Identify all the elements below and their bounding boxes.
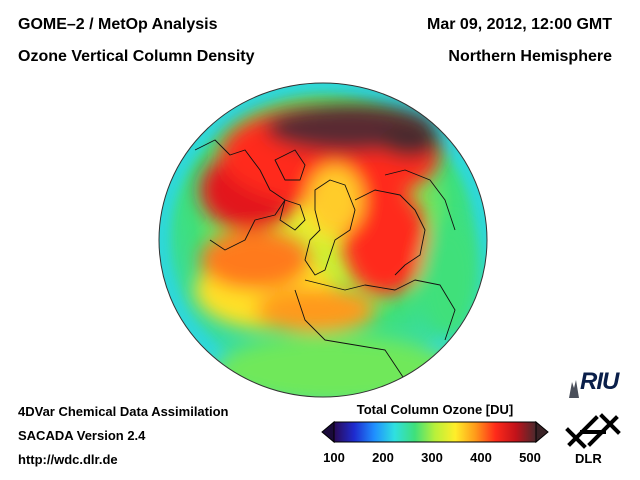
riu-mark-icon [569,380,579,398]
footer-version: SACADA Version 2.4 [18,428,146,443]
datetime-label: Mar 09, 2012, 12:00 GMT [427,16,612,33]
region-label: Northern Hemisphere [448,48,612,65]
ozone-field-russia-red [343,185,427,295]
ozone-field-orange-west [200,230,310,290]
tick-300: 300 [421,450,443,465]
tick-100: 100 [323,450,345,465]
colorbar-ramp [333,421,537,443]
dlr-logo-icon [565,413,621,449]
ozone-field-east-green [420,220,480,340]
footer-url: http://wdc.dlr.de [18,452,118,467]
ozone-field-orange-europe [255,288,375,332]
tick-500: 500 [519,450,541,465]
ozone-globe-map [158,82,488,398]
title-line1: GOME–2 / MetOp Analysis [18,16,218,33]
tick-400: 400 [470,450,492,465]
footer-method: 4DVar Chemical Data Assimilation [18,404,229,419]
riu-logo: RIU [566,368,632,404]
tick-200: 200 [372,450,394,465]
dlr-logo-text: DLR [575,451,602,466]
colorbar-title: Total Column Ozone [DU] [356,402,514,417]
colorbar-low-arrow [321,420,335,444]
riu-logo-text: RIU [580,368,619,395]
ozone-field-siberia-dark [380,126,440,158]
colorbar-high-arrow [535,420,549,444]
colorbar [321,420,549,444]
ozone-field-pole-yellow [307,165,363,235]
title-line2: Ozone Vertical Column Density [18,48,255,65]
